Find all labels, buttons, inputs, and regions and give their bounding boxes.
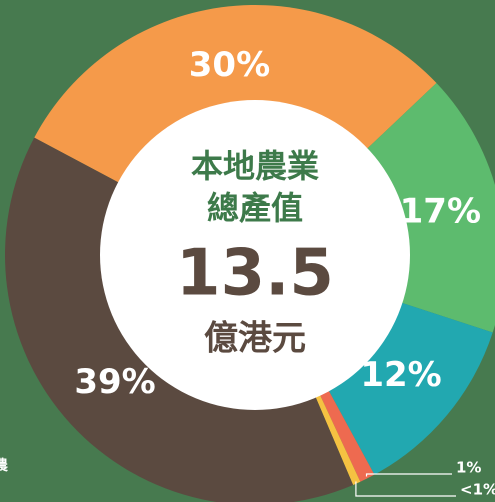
segment-label: <1% — [460, 481, 495, 499]
segment-label: 30% — [189, 45, 270, 85]
leader-line — [365, 473, 452, 477]
side-text: 農 — [0, 457, 8, 474]
segment-label: 17% — [400, 192, 481, 232]
segment-label: 39% — [74, 362, 155, 402]
donut-hole — [100, 100, 410, 410]
center-text: 本地農業 — [191, 147, 319, 185]
center-text: 13.5 — [176, 237, 334, 311]
segment-label: 12% — [360, 355, 441, 395]
segment-label: 1% — [456, 459, 481, 477]
center-text: 總產值 — [207, 189, 303, 227]
center-text: 億港元 — [204, 319, 306, 359]
leader-line — [355, 481, 456, 497]
